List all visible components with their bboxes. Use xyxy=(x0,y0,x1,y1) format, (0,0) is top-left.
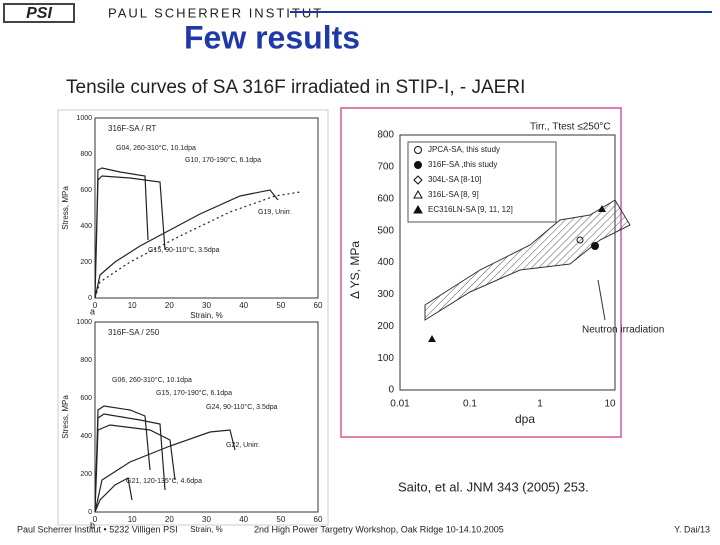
legend-label: 304L-SA [8-10] xyxy=(428,175,481,184)
x-tick-label: 0 xyxy=(93,515,98,524)
y-tick-label: 200 xyxy=(377,321,394,332)
panel-label: b xyxy=(90,520,95,530)
legend-marker xyxy=(413,175,423,185)
y-tick-label: 0 xyxy=(388,385,394,396)
x-tick-label: 10 xyxy=(128,515,137,524)
curve-label: G04, 260-310°C, 10.1dpa xyxy=(116,144,196,152)
y-tick-label: 500 xyxy=(377,225,394,236)
x-tick-label: 10 xyxy=(604,399,616,410)
scatter-band xyxy=(424,199,631,321)
x-tick-label: 20 xyxy=(165,301,174,310)
curve-label: G19, Unirr. xyxy=(258,209,292,216)
subtitle: Tensile curves of SA 316F irradiated in … xyxy=(66,77,525,98)
x-tick-label: 0.01 xyxy=(390,399,410,410)
curve-label: G06, 260-310°C, 10.1dpa xyxy=(112,376,192,384)
curve xyxy=(94,191,301,299)
x-tick-label: 1 xyxy=(537,399,543,410)
curve-label: G21, 120-135°C, 4.6dpa xyxy=(126,477,202,485)
legend-label: EC316LN-SA [9, 11, 12] xyxy=(428,205,513,214)
curve-label: G24, 90-110°C, 3.5dpa xyxy=(206,403,278,411)
plot-legend: 316F-SA / 250 xyxy=(108,328,160,337)
x-tick-label: 40 xyxy=(239,515,248,524)
x-tick-label: 60 xyxy=(314,515,323,524)
x-tick-label: 40 xyxy=(239,301,248,310)
annotation: Neutron irradiation xyxy=(582,325,664,336)
legend-label: JPCA-SA, this study xyxy=(428,145,500,154)
x-axis-label: Strain, % xyxy=(190,525,222,534)
y-tick-label: 600 xyxy=(80,395,92,402)
citation: Saito, et al. JNM 343 (2005) 253. xyxy=(398,479,589,494)
x-tick-label: 50 xyxy=(276,301,285,310)
marker xyxy=(428,335,436,342)
y-tick-label: 100 xyxy=(377,353,394,364)
x-tick-label: 50 xyxy=(276,515,285,524)
x-tick-label: 0 xyxy=(93,301,98,310)
legend-marker xyxy=(414,161,422,169)
y-axis-label: Stress, MPa xyxy=(61,186,70,230)
y-tick-label: 600 xyxy=(80,187,92,194)
footer-left: Paul Scherrer Institut • 5232 Villigen P… xyxy=(17,524,178,534)
logo-box xyxy=(3,3,75,23)
x-tick-label: 10 xyxy=(128,301,137,310)
marker xyxy=(576,236,584,244)
title: Few results xyxy=(184,19,360,55)
curve-label: G10, 170-190°C, 6.1dpa xyxy=(185,156,261,164)
curve-label: G15, 170-190°C, 6.1dpa xyxy=(156,389,232,397)
legend-box xyxy=(407,141,557,223)
y-tick-label: 400 xyxy=(377,257,394,268)
y-axis-label: Stress, MPa xyxy=(61,395,70,439)
x-tick-label: 60 xyxy=(314,301,323,310)
curve xyxy=(94,405,236,513)
y-tick-label: 1000 xyxy=(76,115,92,122)
y-tick-label: 200 xyxy=(80,259,92,266)
legend-marker xyxy=(414,146,422,154)
y-tick-label: 800 xyxy=(80,357,92,364)
x-axis-label: dpa xyxy=(515,412,535,426)
x-tick-label: 30 xyxy=(202,515,211,524)
logo: PSI xyxy=(26,5,52,22)
curve-label: G22, Unirr. xyxy=(226,442,260,449)
plot-frame xyxy=(94,321,319,513)
marker xyxy=(591,242,599,250)
y-tick-label: 1000 xyxy=(76,319,92,326)
y-axis-label: Δ YS, MPa xyxy=(348,241,362,299)
footer-center: 2nd High Power Targetry Workshop, Oak Ri… xyxy=(254,524,504,534)
legend-label: 316F-SA ,this study xyxy=(428,160,497,169)
marker xyxy=(598,205,606,212)
annotation-arrow xyxy=(597,279,606,321)
legend-marker xyxy=(413,204,423,214)
curve-label: G15, 90-110°C, 3.5dpa xyxy=(148,246,220,254)
left-figure xyxy=(57,109,329,526)
plot-frame xyxy=(94,117,319,299)
y-tick-label: 400 xyxy=(80,223,92,230)
plot-frame xyxy=(399,134,616,391)
y-tick-label: 400 xyxy=(80,433,92,440)
institute: PAUL SCHERRER INSTITUT xyxy=(108,5,323,20)
x-tick-label: 0.1 xyxy=(463,399,477,410)
y-tick-label: 600 xyxy=(377,193,394,204)
y-tick-label: 800 xyxy=(80,151,92,158)
y-tick-label: 800 xyxy=(377,130,394,141)
y-tick-label: 0 xyxy=(88,295,92,302)
curve xyxy=(94,167,279,299)
y-tick-label: 700 xyxy=(377,162,394,173)
legend-marker xyxy=(413,189,423,199)
x-tick-label: 20 xyxy=(165,515,174,524)
x-axis-label: Strain, % xyxy=(190,311,222,320)
y-tick-label: 300 xyxy=(377,289,394,300)
panel-label: a xyxy=(90,306,95,316)
plot-legend: 316F-SA / RT xyxy=(108,124,156,133)
y-tick-label: 0 xyxy=(88,509,92,516)
footer-right: Y. Dai/13 xyxy=(674,524,710,534)
legend-label: 316L-SA [8, 9] xyxy=(428,190,479,199)
y-tick-label: 200 xyxy=(80,471,92,478)
x-tick-label: 30 xyxy=(202,301,211,310)
plot-header: Tirr., Ttest ≤250°C xyxy=(530,122,611,133)
